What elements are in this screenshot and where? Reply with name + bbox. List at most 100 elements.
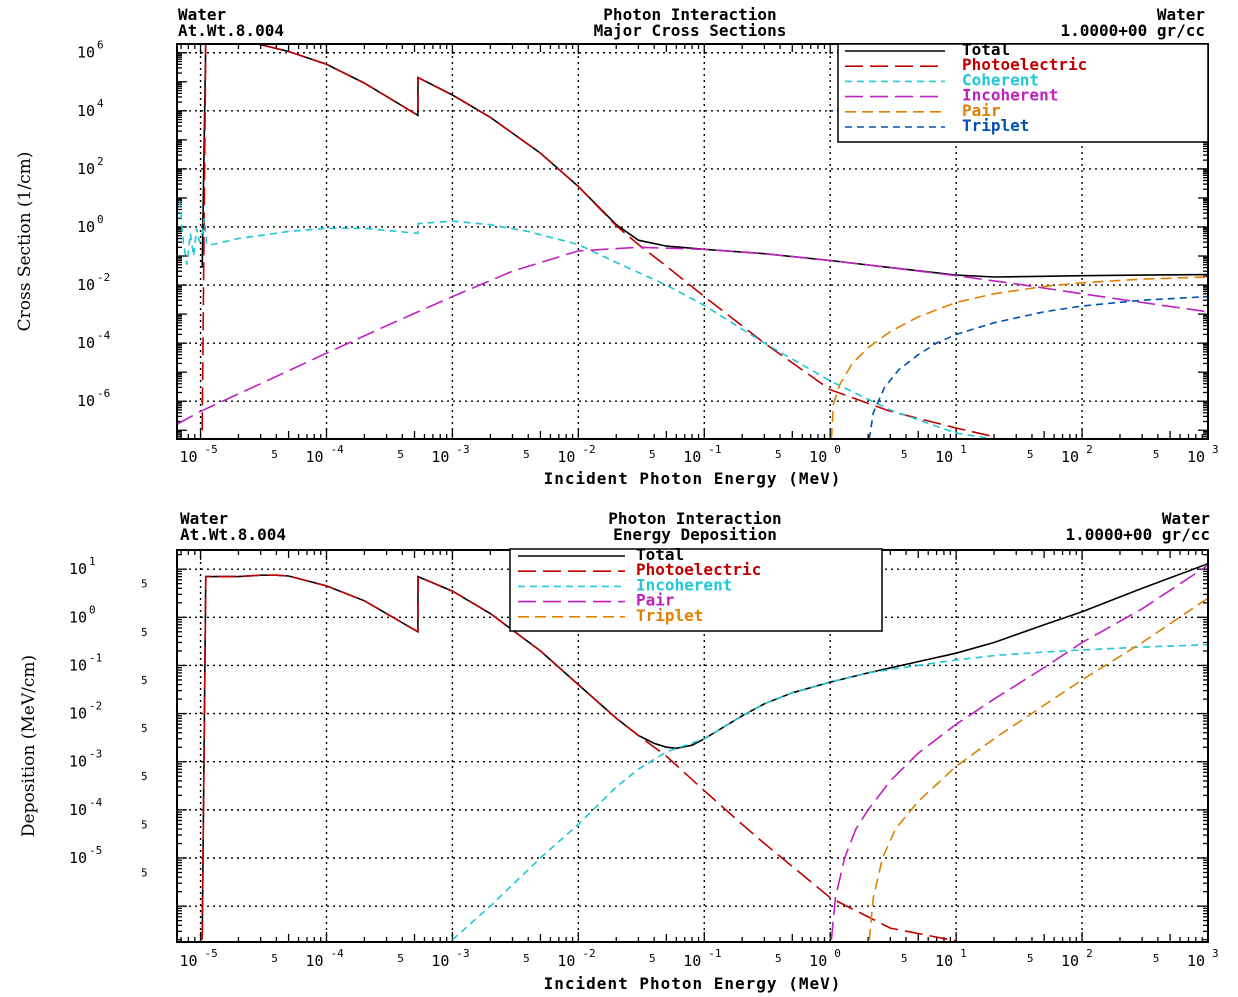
x-tick-label: 10 [1061,952,1079,970]
y-tick-label: 10 [69,753,87,771]
y-tick-label: 10 [69,849,87,867]
x-tick-label: 10 [305,952,323,970]
x-tick-label-exp: 0 [834,443,841,456]
header-center-line1: Photon Interaction [603,5,776,24]
legend-label: Total [636,545,684,564]
x-tick-label-5: 5 [523,448,530,461]
header-left-line1: Water [178,5,226,24]
x-tick-label-exp: -5 [205,443,218,456]
y-tick-label-exp: -4 [89,796,103,809]
x-tick-label-exp: 3 [1212,947,1219,960]
header-left-line2: At.Wt.8.004 [178,21,284,40]
grid [177,550,1209,942]
x-tick-label: 10 [935,952,953,970]
x-tick-label-5: 5 [649,448,656,461]
x-tick-label-5: 5 [1027,448,1034,461]
header-right-line1: Water [1162,509,1210,528]
x-tick-label: 10 [180,952,198,970]
x-tick-label-5: 5 [271,952,278,965]
x-tick-label-5: 5 [775,448,782,461]
y-axis-label: Cross Section (1/cm) [15,152,35,332]
x-tick-label-exp: -5 [205,947,218,960]
x-tick-labels: 10 -5 5 10 -4 5 10 -3 5 10 -2 5 10 -1 5 10 0 5 10 1 5 10 2 5 10 3 [180,947,1219,970]
y-tick-label-exp: 0 [97,213,104,226]
legend-label: Triplet [962,116,1029,135]
x-tick-label-exp: -2 [582,443,595,456]
legend-label: Pair [962,101,1001,120]
x-tick-label: 10 [180,448,198,466]
legend-label: Total [962,40,1010,59]
series-line-photoelectric [201,574,957,942]
x-tick-label: 10 [1187,952,1205,970]
y-tick-label: 10 [69,560,87,578]
x-tick-label-exp: 0 [834,947,841,960]
legend-label: Coherent [962,70,1039,89]
y-tick-label: 10 [69,608,87,626]
x-tick-label-exp: 2 [1086,443,1093,456]
x-tick-label-5: 5 [775,952,782,965]
series-group [201,562,1208,942]
x-tick-label-exp: -4 [330,443,344,456]
x-tick-label-exp: -3 [456,947,469,960]
x-tick-label: 10 [431,448,449,466]
x-tick-label-exp: 3 [1212,443,1219,456]
y-tick-label-exp: -1 [89,651,102,664]
series-line-photoelectric [201,44,995,438]
y-tick-label: 10 [69,705,87,723]
y-tick-label-exp: 6 [97,39,104,52]
series-line-pair [830,564,1208,940]
x-tick-label-5: 5 [901,448,908,461]
x-tick-label: 10 [1187,448,1205,466]
header-center-line2: Energy Deposition [613,525,777,544]
y-tick-label-exp: -3 [89,748,102,761]
legend-box [837,43,1209,143]
y-tick-label-exp: 0 [89,603,96,616]
y-tick-label-exp: 4 [97,97,104,110]
series-line-incoherent [177,246,1208,426]
legend-label: Pair [636,591,675,610]
y-tick-label: 10 [69,801,87,819]
y-tick-label-exp: 2 [97,155,104,168]
x-tick-label: 10 [683,952,701,970]
x-tick-label-5: 5 [1027,952,1034,965]
series-line-triplet [868,597,1208,940]
plot-frame [176,43,1209,440]
legend-label: Triplet [636,606,703,625]
header-right-line2: 1.0000+00 gr/cc [1061,21,1206,40]
header-right-line1: Water [1157,5,1205,24]
x-tick-label-exp: -2 [582,947,595,960]
x-tick-label-5: 5 [901,952,908,965]
legend-label: Incoherent [962,86,1058,105]
y-tick-label: 10 [77,218,95,236]
x-tick-label-exp: 1 [960,443,967,456]
x-tick-label: 10 [935,448,953,466]
y-tick-label-5: 5 [141,818,148,831]
header-right-line2: 1.0000+00 gr/cc [1066,525,1211,544]
y-tick-label: 10 [77,392,95,410]
x-tick-label-5: 5 [271,448,278,461]
x-tick-label: 10 [305,448,323,466]
x-tick-label-exp: 2 [1086,947,1093,960]
x-tick-label: 10 [809,952,827,970]
y-tick-label-exp: -2 [89,700,102,713]
series-line-pair [830,276,1208,439]
y-tick-label-exp: -4 [97,329,111,342]
y-tick-label: 10 [77,102,95,120]
x-tick-label: 10 [557,952,575,970]
legend-label: Photoelectric [962,55,1087,74]
x-tick-label-5: 5 [1153,448,1160,461]
header-left-line1: Water [180,509,228,528]
x-axis-label: Incident Photon Energy (MeV) [544,469,842,488]
x-tick-label-exp: -3 [456,443,469,456]
x-tick-label-exp: -1 [708,443,721,456]
y-tick-label-5: 5 [141,866,148,879]
y-tick-label: 10 [77,44,95,62]
x-tick-label: 10 [431,952,449,970]
x-tick-label-5: 5 [649,952,656,965]
legend-label: Photoelectric [636,560,761,579]
series-line-incoherent [451,643,1208,941]
